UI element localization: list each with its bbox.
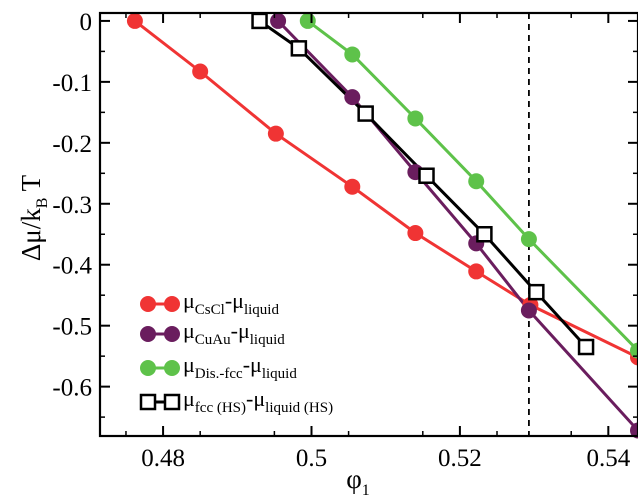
legend-entry: μCuAu-μliquid [140,318,285,348]
y-tick-label: 0 [80,9,93,36]
data-point [357,105,374,122]
data-point [407,225,424,242]
legend-swatch-marker [163,393,181,411]
data-point [299,12,316,29]
data-point [407,110,424,127]
legend-swatch-marker [164,296,180,312]
y-tick-label: -0.1 [52,70,92,97]
y-axis-title-subscript: B [34,198,51,209]
legend-swatch-marker [140,296,156,312]
legend-label: μCsCl-μliquid [183,288,279,318]
x-tick-label: 0.48 [141,445,185,472]
data-point [290,40,308,57]
axis-ticks: 0.48 0.5 0.52 0.54 0 -0.1 -0.2 -0.3 -0.4 -0.5 -0.6 [52,9,638,472]
data-point [270,12,287,29]
data-point [476,226,493,243]
legend-swatch-marker [140,326,156,342]
x-axis-title-subscript: 1 [362,482,370,496]
x-axis-title: φ1 [346,464,370,496]
legend-swatch-marker [164,326,180,342]
data-point [344,89,361,106]
legend-label: μfcc (HS)-μliquid (HS) [183,386,333,416]
data-point [468,173,485,190]
plot-frame [98,11,638,438]
series-line-CuAu [277,19,638,432]
data-point [520,302,537,319]
y-tick-label: -0.6 [52,375,92,402]
y-tick-label: -0.5 [52,314,92,341]
series-line-Dis.-fcc [306,19,638,352]
data-point [192,63,209,80]
y-axis-title-tail: T [16,174,46,197]
data-point [344,178,361,195]
data-point [126,12,143,29]
legend-entry: μDis.-fcc-μliquid [140,352,297,382]
data-point [344,46,361,63]
x-tick-label: 0.5 [296,445,327,472]
legend-entry: μfcc (HS)-μliquid (HS) [139,386,333,416]
x-tick-label: 0.54 [586,445,630,472]
data-point [528,283,545,301]
data-point [251,12,268,30]
y-tick-label: -0.2 [52,131,92,158]
data-point [520,231,537,248]
data-point [577,338,595,356]
legend-label: μDis.-fcc-μliquid [183,352,297,382]
legend-entry: μCsCl-μliquid [140,288,279,318]
legend-swatch-marker [140,360,156,376]
legend-swatch-marker [164,360,180,376]
data-point [630,342,638,359]
y-axis-title: Δμ/kB T [16,174,51,261]
legend-swatch-marker [139,393,157,411]
data-point [468,263,485,280]
legend-label: μCuAu-μliquid [183,318,285,348]
data-layer [126,12,638,439]
data-point [418,167,435,184]
y-tick-label: -0.3 [52,192,92,219]
data-point [267,125,284,142]
y-tick-label: -0.4 [52,253,92,280]
x-tick-label: 0.52 [438,445,482,472]
data-point [630,422,638,439]
